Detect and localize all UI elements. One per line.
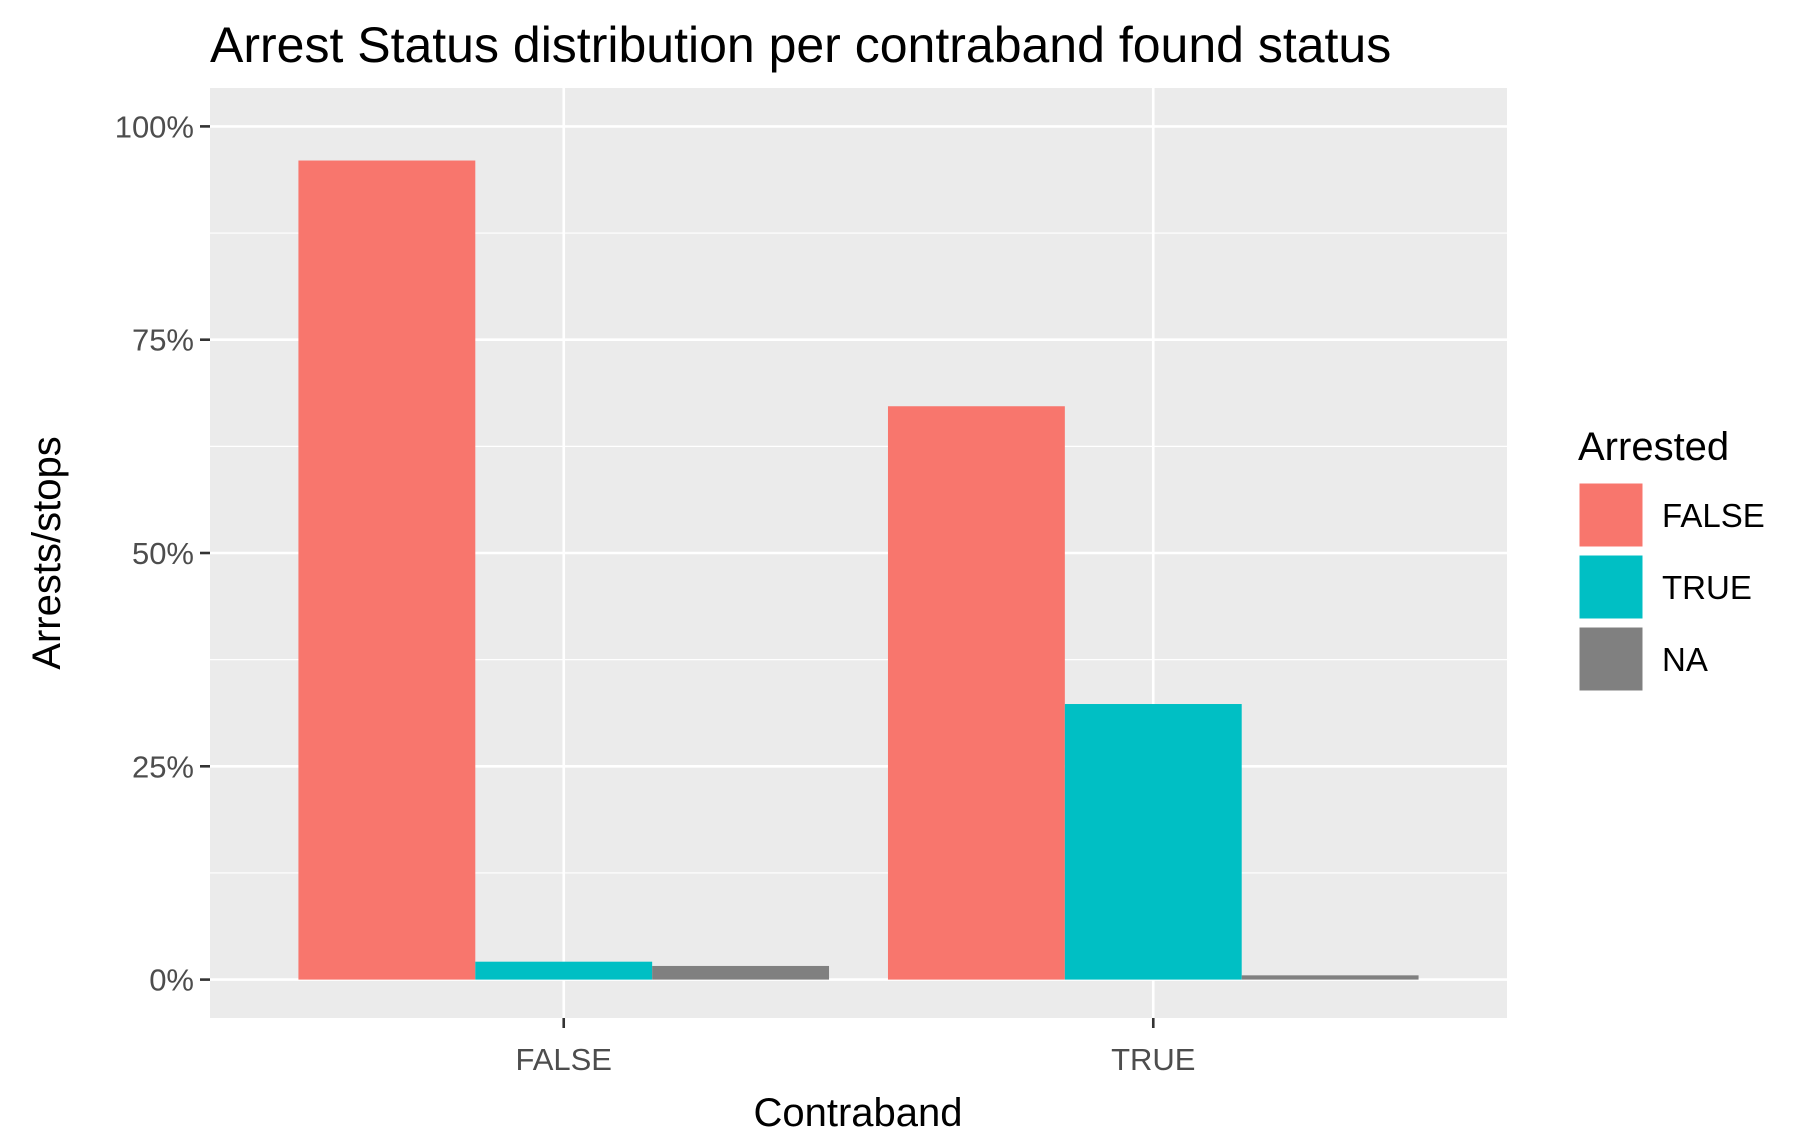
legend-label-true: TRUE <box>1662 569 1752 606</box>
x-axis-title: Contraband <box>753 1091 962 1135</box>
x-axis: FALSE TRUE <box>515 1018 1195 1077</box>
bar-true-true <box>1064 704 1242 980</box>
legend: Arrested FALSE TRUE NA <box>1576 425 1765 694</box>
chart-title: Arrest Status distribution per contraban… <box>210 17 1391 73</box>
y-tick-label: 25% <box>132 749 194 784</box>
legend-key-na <box>1576 624 1646 694</box>
y-tick-label: 50% <box>132 536 194 571</box>
legend-label-false: FALSE <box>1662 497 1765 534</box>
y-tick-label: 100% <box>115 109 194 144</box>
bars <box>298 160 1419 980</box>
legend-items: FALSE TRUE NA <box>1576 480 1765 694</box>
y-axis: 0% 25% 50% 75% 100% <box>115 109 210 998</box>
y-tick-label: 75% <box>132 323 194 358</box>
legend-title: Arrested <box>1578 425 1729 469</box>
bar-false-true <box>475 961 653 980</box>
y-axis-title: Arrests/stops <box>25 436 69 669</box>
bar-false-na <box>652 965 830 980</box>
y-tick-label: 0% <box>149 963 194 998</box>
bar-false-false <box>298 160 476 980</box>
bar-true-false <box>887 406 1065 980</box>
x-tick-label: TRUE <box>1111 1042 1195 1077</box>
x-tick-label: FALSE <box>515 1042 612 1077</box>
bar-true-na <box>1241 975 1419 980</box>
legend-key-false <box>1576 480 1646 550</box>
legend-label-na: NA <box>1662 641 1708 678</box>
legend-key-true <box>1576 552 1646 622</box>
